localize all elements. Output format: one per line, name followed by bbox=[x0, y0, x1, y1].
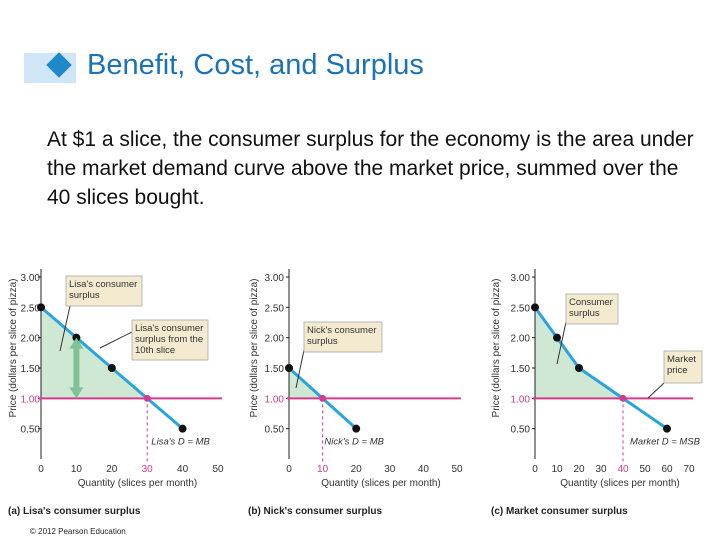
demand-point bbox=[575, 364, 583, 372]
demand-point bbox=[72, 333, 81, 342]
y-axis-label: Price (dollars per slice of pizza) bbox=[491, 279, 502, 418]
annotation-text: Lisa's consumer surplus bbox=[69, 279, 137, 301]
y-axis-label: Price (dollars per slice of pizza) bbox=[249, 279, 260, 418]
demand-point bbox=[285, 364, 293, 372]
y-tick-label: 2.00 bbox=[265, 334, 285, 345]
y-tick-label: 3.00 bbox=[21, 273, 41, 284]
slide-title: Benefit, Cost, and Surplus bbox=[87, 49, 424, 81]
demand-curve-label: Market D = MSB bbox=[630, 437, 701, 448]
x-tick-label: 30 bbox=[595, 464, 607, 475]
y-axis-label: Price (dollars per slice of pizza) bbox=[8, 279, 19, 418]
y-tick-label: 0.50 bbox=[265, 425, 285, 436]
y-tick-label: 3.00 bbox=[511, 273, 531, 284]
x-tick-label: 60 bbox=[661, 464, 673, 475]
y-tick-label: 1.00 bbox=[21, 394, 41, 405]
y-tick-label: 2.50 bbox=[265, 303, 285, 314]
y-tick-label: 1.00 bbox=[511, 394, 531, 405]
slide-body-text: At $1 a slice, the consumer surplus for … bbox=[47, 128, 694, 209]
demand-point bbox=[663, 424, 671, 433]
x-axis-label: Quantity (slices per month) bbox=[560, 478, 680, 489]
annotation-pointer bbox=[99, 331, 133, 349]
x-tick-label: 50 bbox=[639, 464, 651, 475]
demand-point bbox=[143, 394, 151, 402]
annotation-pointer bbox=[59, 305, 71, 352]
x-tick-label: 20 bbox=[106, 464, 118, 475]
x-tick-label: 40 bbox=[418, 464, 430, 475]
y-tick-label: 2.50 bbox=[511, 303, 531, 314]
x-tick-label: 40 bbox=[177, 464, 189, 475]
demand-point bbox=[178, 424, 187, 433]
y-tick-label: 0.50 bbox=[21, 425, 41, 436]
x-tick-label: 20 bbox=[351, 464, 363, 475]
slide-header: Benefit, Cost, and Surplus bbox=[0, 0, 720, 110]
annotation-box bbox=[65, 275, 143, 307]
x-tick-label: 0 bbox=[532, 464, 538, 475]
demand-point bbox=[319, 394, 327, 402]
demand-point bbox=[553, 333, 561, 342]
x-tick-label: 30 bbox=[384, 464, 396, 475]
y-tick-label: 2.00 bbox=[511, 334, 531, 345]
consumer-surplus-area bbox=[535, 307, 623, 399]
demand-point bbox=[352, 424, 361, 433]
y-tick-label: 2.00 bbox=[21, 334, 41, 345]
y-tick-label: 1.50 bbox=[265, 364, 285, 375]
x-tick-label: 70 bbox=[683, 464, 695, 475]
x-tick-label: 50 bbox=[212, 464, 224, 475]
panel-caption: (b) Nick's consumer surplus bbox=[248, 506, 383, 517]
y-tick-label: 1.50 bbox=[511, 364, 531, 375]
surplus-arrow-head-up bbox=[69, 337, 84, 349]
annotation-pointer bbox=[295, 349, 305, 389]
annotation-text: Consumer surplus bbox=[569, 297, 613, 319]
x-tick-label: 20 bbox=[573, 464, 585, 475]
annotation-text: Nick's consumer surplus bbox=[307, 325, 376, 347]
y-tick-label: 0.50 bbox=[511, 425, 531, 436]
demand-point bbox=[37, 303, 45, 312]
demand-point bbox=[107, 364, 116, 372]
y-tick-label: 2.50 bbox=[21, 303, 41, 314]
demand-curve-label: Nick's D = MB bbox=[324, 437, 384, 448]
x-tick-label: 0 bbox=[38, 464, 44, 475]
x-axis-label: Quantity (slices per month) bbox=[321, 478, 441, 489]
panel-caption: (a) Lisa's consumer surplus bbox=[8, 506, 141, 517]
surplus-arrow-head-down bbox=[69, 387, 84, 399]
annotation-pointer bbox=[647, 382, 665, 399]
x-tick-label: 50 bbox=[451, 464, 463, 475]
demand-point bbox=[619, 394, 627, 402]
y-tick-label: 1.50 bbox=[21, 364, 41, 375]
annotation-pointer bbox=[556, 321, 567, 365]
x-tick-label: 10 bbox=[551, 464, 563, 475]
demand-curve-label: Lisa's D = MB bbox=[151, 437, 210, 448]
charts-figure: 0.50 1.00 1.50 2.00 2.50 3.00 0 10 20 30 40 50 Lisa'… bbox=[8, 269, 703, 517]
panel-caption: (c) Market consumer surplus bbox=[491, 506, 628, 517]
annotation-box bbox=[565, 293, 619, 325]
x-tick-label: 10 bbox=[317, 464, 329, 475]
y-tick-label: 1.00 bbox=[265, 394, 285, 405]
demand-point bbox=[531, 303, 539, 312]
annotation-box bbox=[663, 350, 703, 384]
x-tick-label: 40 bbox=[617, 464, 629, 475]
annotation-box bbox=[131, 319, 209, 361]
annotation-box bbox=[303, 321, 383, 353]
annotation-text: Market price bbox=[667, 354, 696, 376]
x-axis-label: Quantity (slices per month) bbox=[78, 478, 198, 489]
x-tick-label: 10 bbox=[71, 464, 83, 475]
annotation-text: Lisa's consumer surplus from the 10th slic… bbox=[135, 323, 203, 356]
x-tick-label: 30 bbox=[142, 464, 154, 475]
x-tick-label: 0 bbox=[286, 464, 292, 475]
y-tick-label: 3.00 bbox=[265, 273, 285, 284]
copyright-notice: © 2012 Pearson Education bbox=[30, 527, 126, 536]
